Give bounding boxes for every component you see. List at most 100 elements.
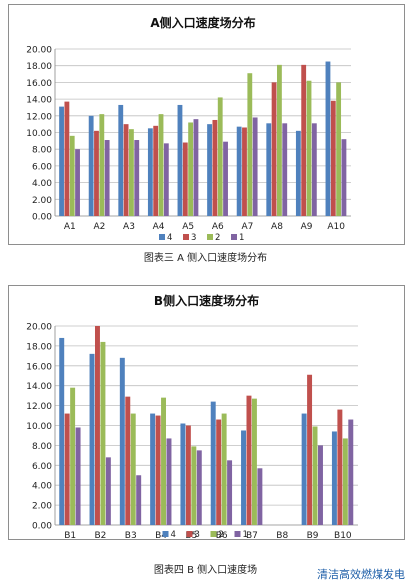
legend-label: 3 [195,530,200,540]
bar [75,149,80,216]
legend-swatch [234,531,241,537]
bar [185,425,191,525]
y-tick-label: 0.00 [32,213,52,223]
bar [251,398,257,525]
bar [147,128,153,216]
bar [257,468,263,525]
bar [118,104,124,216]
bar [88,115,94,216]
bar [336,82,342,217]
x-tick-label: B3 [125,531,137,541]
bar [212,119,218,216]
bar [193,119,199,216]
legend-swatch [162,531,169,537]
chart-b: B侧入口速度场分布 0.00 2.00 4.00 6.00 8.00 10.00 12.00 1… [26,293,358,541]
bar [207,124,212,216]
bar [180,423,186,525]
bar [59,337,65,525]
y-tick-label: 20.00 [26,46,52,56]
bar [104,140,110,216]
x-tick-label: B9 [307,531,319,541]
bar [64,413,70,525]
x-tick-label: B6 [216,531,228,541]
bar [153,125,159,216]
x-tick-label: B10 [334,531,352,541]
bar [307,374,313,525]
y-tick-label: 18.00 [26,342,52,352]
bar [136,475,142,525]
bar [341,139,347,216]
legend-label: 2 [219,530,224,540]
bar [210,401,216,525]
y-tick-label: 10.00 [26,129,52,139]
bar [130,413,136,525]
legend-swatch [186,531,193,537]
x-tick-label: A5 [182,222,194,232]
bar [64,101,70,216]
chart-title: A侧入口速度场分布 [150,15,255,30]
legend-swatch [159,234,165,240]
bar [330,100,336,216]
x-tick-label: A10 [327,222,345,232]
bar [271,82,277,217]
bar [227,460,233,525]
bar [99,114,105,216]
bar [119,357,125,525]
bar [247,73,253,216]
bar [94,326,100,525]
legend-swatch [183,234,189,240]
x-tick-label: A7 [241,222,253,232]
bar [311,123,317,216]
y-tick-label: 18.00 [26,62,52,72]
bar [277,64,282,216]
y-tick-label: 12.00 [26,402,52,412]
bar [188,122,194,216]
x-tick-label: A4 [153,222,165,232]
bar [266,123,272,216]
x-tick-label: B8 [276,531,288,541]
y-tick-label: 2.00 [32,502,52,512]
x-tick-label: B7 [246,531,258,541]
bar [241,430,246,525]
bar [163,143,169,216]
legend-label: 1 [239,233,244,243]
y-tick-label: 4.00 [32,179,52,189]
x-tick-label: A2 [93,222,105,232]
bar [155,415,161,525]
bar [158,114,164,216]
legend-swatch [210,531,217,537]
x-tick-label: B4 [155,531,167,541]
bar [242,127,247,216]
bar [221,413,227,525]
x-tick-label: A1 [64,222,76,232]
bar [252,117,258,216]
y-tick-label: 10.00 [26,422,52,432]
bar [182,142,188,216]
bar [236,126,242,216]
legend-label: 2 [215,233,220,243]
y-tick-label: 14.00 [26,382,52,392]
bar [75,427,81,525]
bar [348,419,354,525]
legend-label: 4 [167,233,172,243]
x-tick-label: B1 [64,531,76,541]
y-tick-label: 12.00 [26,112,52,122]
bar [94,130,99,216]
bar [295,130,301,216]
chart-title: B侧入口速度场分布 [154,293,259,308]
bar [342,438,348,525]
bar [325,61,331,217]
bar [69,135,75,216]
y-tick-label: 2.00 [32,196,52,206]
chart-b-caption: 图表四 B 侧入口速度场 [153,565,258,576]
bar [337,409,343,525]
legend-swatch [231,234,237,240]
legend-swatch [207,234,213,240]
y-tick-label: 16.00 [26,362,52,372]
x-tick-label: A3 [123,222,135,232]
y-tick-label: 16.00 [26,79,52,89]
bar [166,438,172,525]
y-tick-label: 6.00 [32,462,52,472]
bar [306,80,312,216]
bar [216,419,222,525]
